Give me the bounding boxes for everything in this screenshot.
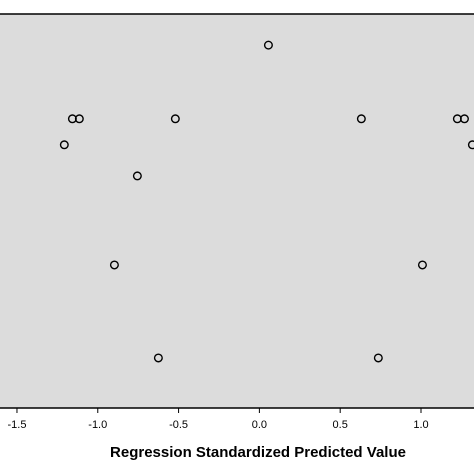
point — [373, 353, 383, 363]
point — [170, 114, 180, 124]
point — [417, 260, 427, 270]
point — [467, 140, 474, 150]
point — [109, 260, 119, 270]
point — [263, 40, 273, 50]
x-tick-label: 1.0 — [413, 419, 428, 431]
point — [59, 140, 69, 150]
plot-area — [0, 14, 474, 408]
x-tick-label: -1.0 — [88, 419, 107, 431]
x-tick-label: 0.0 — [252, 419, 267, 431]
point — [459, 114, 469, 124]
x-tick-label: 0.5 — [333, 419, 348, 431]
x-axis-label: Regression Standardized Predicted Value — [110, 444, 406, 461]
point — [153, 353, 163, 363]
point — [132, 171, 142, 181]
point — [356, 114, 366, 124]
x-tick-label: -1.5 — [7, 419, 26, 431]
point — [74, 114, 84, 124]
x-tick-label: -0.5 — [169, 419, 188, 431]
